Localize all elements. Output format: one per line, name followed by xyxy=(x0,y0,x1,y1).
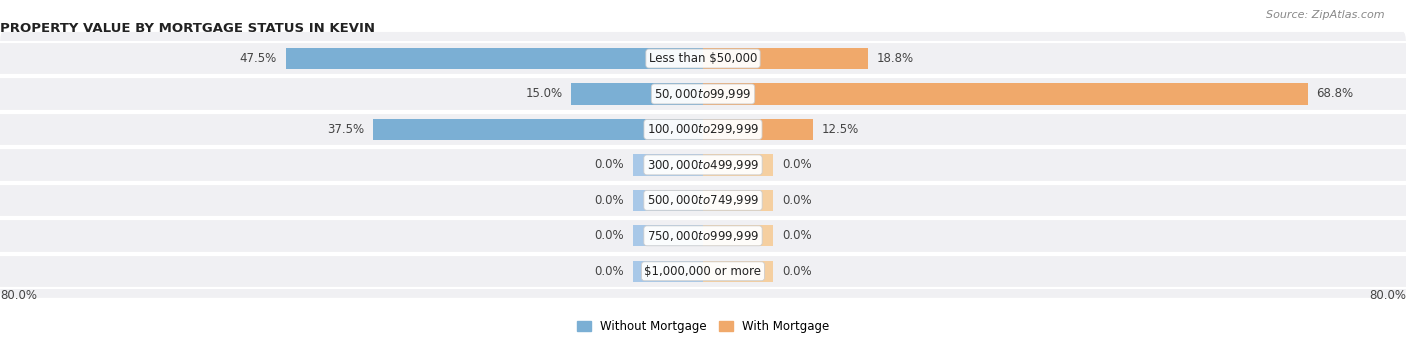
FancyBboxPatch shape xyxy=(0,67,1406,121)
Bar xyxy=(703,225,773,246)
Text: $500,000 to $749,999: $500,000 to $749,999 xyxy=(647,193,759,207)
Bar xyxy=(633,190,703,211)
Text: 80.0%: 80.0% xyxy=(1369,289,1406,302)
Text: 15.0%: 15.0% xyxy=(526,87,562,101)
Text: 0.0%: 0.0% xyxy=(595,229,624,242)
Bar xyxy=(703,83,1308,105)
FancyBboxPatch shape xyxy=(0,32,1406,85)
Text: 0.0%: 0.0% xyxy=(782,194,811,207)
Bar xyxy=(633,225,703,246)
Text: $100,000 to $299,999: $100,000 to $299,999 xyxy=(647,122,759,136)
Text: 0.0%: 0.0% xyxy=(782,158,811,171)
Bar xyxy=(633,154,703,175)
Text: 0.0%: 0.0% xyxy=(782,265,811,278)
Bar xyxy=(571,83,703,105)
Text: PROPERTY VALUE BY MORTGAGE STATUS IN KEVIN: PROPERTY VALUE BY MORTGAGE STATUS IN KEV… xyxy=(0,22,375,35)
Bar xyxy=(703,154,773,175)
Text: 0.0%: 0.0% xyxy=(782,229,811,242)
Text: $1,000,000 or more: $1,000,000 or more xyxy=(644,265,762,278)
FancyBboxPatch shape xyxy=(0,138,1406,191)
Text: $50,000 to $99,999: $50,000 to $99,999 xyxy=(654,87,752,101)
Text: 37.5%: 37.5% xyxy=(328,123,364,136)
FancyBboxPatch shape xyxy=(0,209,1406,262)
Bar xyxy=(285,48,703,69)
Text: 12.5%: 12.5% xyxy=(821,123,859,136)
Bar xyxy=(703,48,869,69)
Legend: Without Mortgage, With Mortgage: Without Mortgage, With Mortgage xyxy=(572,315,834,338)
Text: $300,000 to $499,999: $300,000 to $499,999 xyxy=(647,158,759,172)
Bar xyxy=(703,190,773,211)
Text: 47.5%: 47.5% xyxy=(239,52,277,65)
FancyBboxPatch shape xyxy=(0,245,1406,298)
Text: 68.8%: 68.8% xyxy=(1316,87,1354,101)
FancyBboxPatch shape xyxy=(0,174,1406,227)
Text: 80.0%: 80.0% xyxy=(0,289,37,302)
Text: Less than $50,000: Less than $50,000 xyxy=(648,52,758,65)
Text: 0.0%: 0.0% xyxy=(595,158,624,171)
FancyBboxPatch shape xyxy=(0,103,1406,156)
Bar xyxy=(633,261,703,282)
Bar xyxy=(374,119,703,140)
Text: 0.0%: 0.0% xyxy=(595,194,624,207)
Text: Source: ZipAtlas.com: Source: ZipAtlas.com xyxy=(1267,10,1385,20)
Bar xyxy=(703,261,773,282)
Text: 0.0%: 0.0% xyxy=(595,265,624,278)
Text: $750,000 to $999,999: $750,000 to $999,999 xyxy=(647,229,759,243)
Bar xyxy=(703,119,813,140)
Text: 18.8%: 18.8% xyxy=(877,52,914,65)
